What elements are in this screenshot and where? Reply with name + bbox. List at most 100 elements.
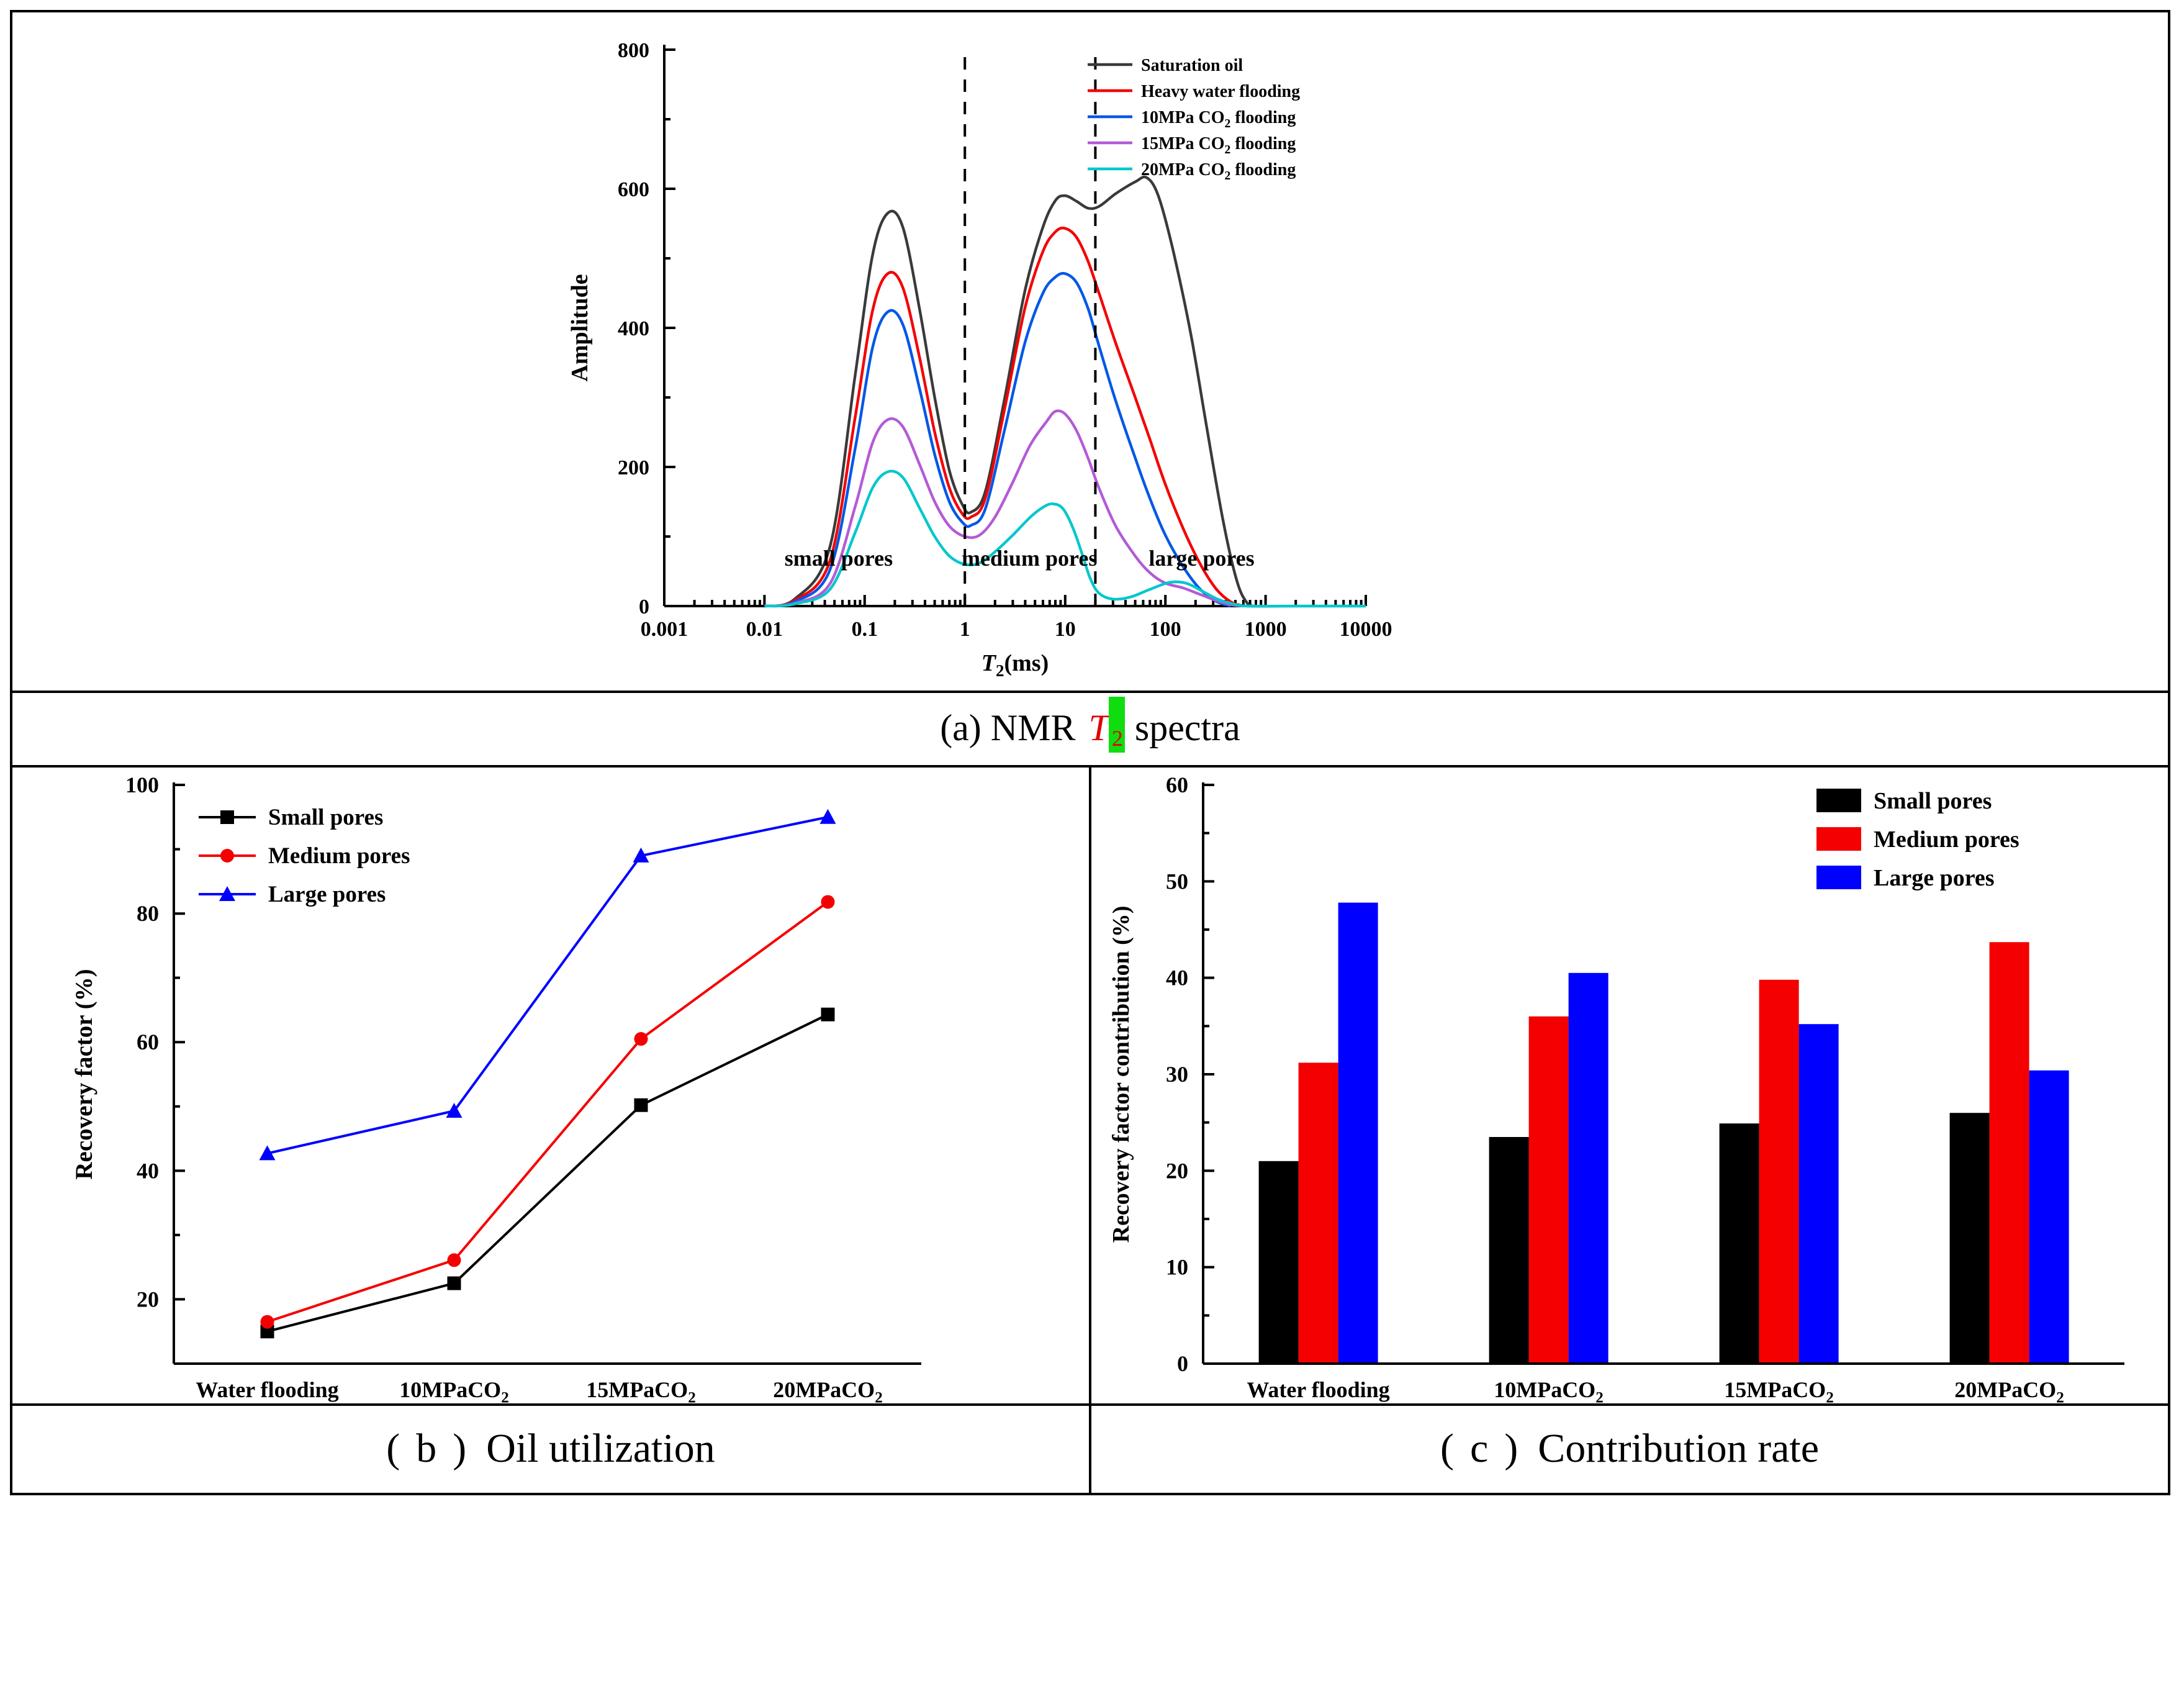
caption-c-open-paren: ( [1440,1427,1454,1472]
marker-square [634,1098,648,1112]
y-tick-label: 20 [137,1287,159,1311]
caption-b: ( b) Oil utilization [12,1406,1091,1493]
y-tick-label: 80 [137,901,159,926]
bar [1528,1016,1569,1364]
legend-label: Medium pores [268,843,410,869]
bar [1989,942,2029,1364]
marker-circle [821,895,835,909]
panel-a-legend-entry: 20MPa CO2 flooding [1088,160,1296,183]
x-category-label: 10MPaCO2 [1494,1377,1604,1403]
legend-label: Large pores [1874,865,1995,891]
panel-c-ylabel: Recovery factor contribution (%) [1108,906,1134,1243]
marker-square [447,1276,461,1290]
caption-b-text: Oil utilization [486,1427,715,1472]
x-category-label: Water flooding [1247,1377,1389,1402]
y-tick-label: 50 [1166,869,1188,894]
region-label: medium pores [962,546,1097,571]
y-tick-label: 60 [137,1030,159,1054]
y-tick-label: 800 [618,39,649,62]
contribution-rate-chart: 0 10 20 30 40 50 60 Water flooding 10MPaCO2 15MPa… [1108,772,2124,1403]
marker-triangle [219,886,235,901]
bar [1798,1024,1839,1364]
x-tick-label: 0.01 [746,618,783,641]
marker-triangle [819,808,836,824]
caption-row-b-c: ( b) Oil utilization ( c) Contribution rate [12,1403,2168,1493]
caption-b-close-paren: ) [453,1427,467,1472]
bars-medium-pores [1298,942,2029,1364]
panel-c-legend-entry: Large pores [1816,865,1995,891]
marker-square [220,810,234,824]
legend-label: Small pores [1874,788,1992,814]
region-label: small pores [785,546,893,571]
y-tick-label: 400 [618,317,649,340]
legend-label: Medium pores [1874,827,2019,853]
panel-a-ylabel: Amplitude [567,274,593,381]
bars-large-pores [1338,902,2069,1364]
y-tick-label: 20 [1166,1158,1188,1183]
x-category-label: 20MPaCO2 [1954,1377,2064,1403]
panel-a-axes [663,45,1367,607]
caption-a-suffix: spectra [1125,708,1240,749]
y-tick-label: 30 [1166,1062,1188,1087]
marker-triangle [446,1103,463,1118]
panel-b-ylabel: Recovery factor (%) [71,969,97,1179]
panel-a-legend-entry: 10MPa CO2 flooding [1088,108,1296,130]
panel-b-legend-entry: Medium pores [199,843,410,869]
panel-a-xlabel: T2(ms) [981,650,1049,680]
bars-small-pores [1258,1113,1990,1364]
x-tick-label: 100 [1150,618,1181,641]
panel-b-legend-entry: Large pores [199,882,386,907]
panel-c-axes [1202,782,2124,1365]
bar [1489,1137,1529,1364]
x-tick-label: 0.001 [641,618,688,641]
series-small-pores [260,1007,835,1339]
marker-triangle [259,1145,276,1161]
x-category-label: 20MPaCO2 [773,1377,883,1403]
caption-c-letter: c [1469,1427,1489,1472]
panel-b-legend-entry: Small pores [199,805,383,830]
bar [1759,979,1799,1364]
panel-a-curves [764,175,1366,608]
series-large-pores [259,808,836,1161]
caption-c-text: Contribution rate [1538,1427,1820,1472]
y-tick-label: 0 [639,596,649,618]
x-tick-label: 1000 [1245,618,1287,641]
y-tick-label: 100 [125,772,159,797]
panel-c-legend-entry: Small pores [1816,788,1992,814]
panel-a-nmr-spectra: 0 200 400 600 800 0.001 0.01 0.1 1 10 100 1000 10000… [12,12,2168,691]
legend-label: 15MPa CO2 flooding [1141,134,1296,156]
panel-c-contribution-rate: 0 10 20 30 40 50 60 Water flooding 10MPaCO2 15MPa… [1091,768,2168,1403]
panel-c-legend-entry: Medium pores [1816,827,2019,853]
curve-10mpa-co-flooding [764,271,1232,608]
marker-triangle [633,847,649,863]
bar [1568,972,1609,1364]
legend-label: Small pores [268,805,383,830]
panel-b-oil-utilization: 20 40 60 80 100 Water flooding 10MPaCO2 15MPaCO… [12,768,1091,1403]
legend-label: 10MPa CO2 flooding [1141,108,1296,130]
caption-b-open-paren: ( [386,1427,400,1472]
x-category-label: 15MPaCO2 [586,1377,696,1403]
y-tick-label: 0 [1177,1351,1188,1376]
x-category-label: 15MPaCO2 [1724,1377,1834,1403]
caption-a-T: T [1088,708,1109,749]
caption-b-letter: b [416,1427,437,1472]
y-tick-label: 40 [1166,966,1188,990]
bar [1298,1062,1338,1364]
y-tick-label: 200 [618,456,649,479]
marker-circle [220,849,234,863]
panel-b-axes [173,782,921,1365]
y-tick-label: 600 [618,178,649,201]
region-label: large pores [1148,546,1254,571]
caption-c: (c) Contribution rate [1091,1406,2168,1493]
marker-square [821,1007,835,1021]
legend-label: Large pores [268,882,386,907]
nmr-t2-spectra-chart: 0 200 400 600 800 0.001 0.01 0.1 1 10 100 1000 10000… [567,39,1392,680]
x-category-label: 10MPaCO2 [399,1377,509,1403]
x-tick-label: 10 [1055,618,1076,641]
panels-b-c: 20 40 60 80 100 Water flooding 10MPaCO2 15MPaCO… [12,768,2168,1403]
x-category-label: Water flooding [196,1377,338,1402]
x-tick-label: 10000 [1340,618,1392,641]
panel-a-legend-entry: 15MPa CO2 flooding [1088,134,1296,156]
series-medium-pores [260,895,835,1329]
